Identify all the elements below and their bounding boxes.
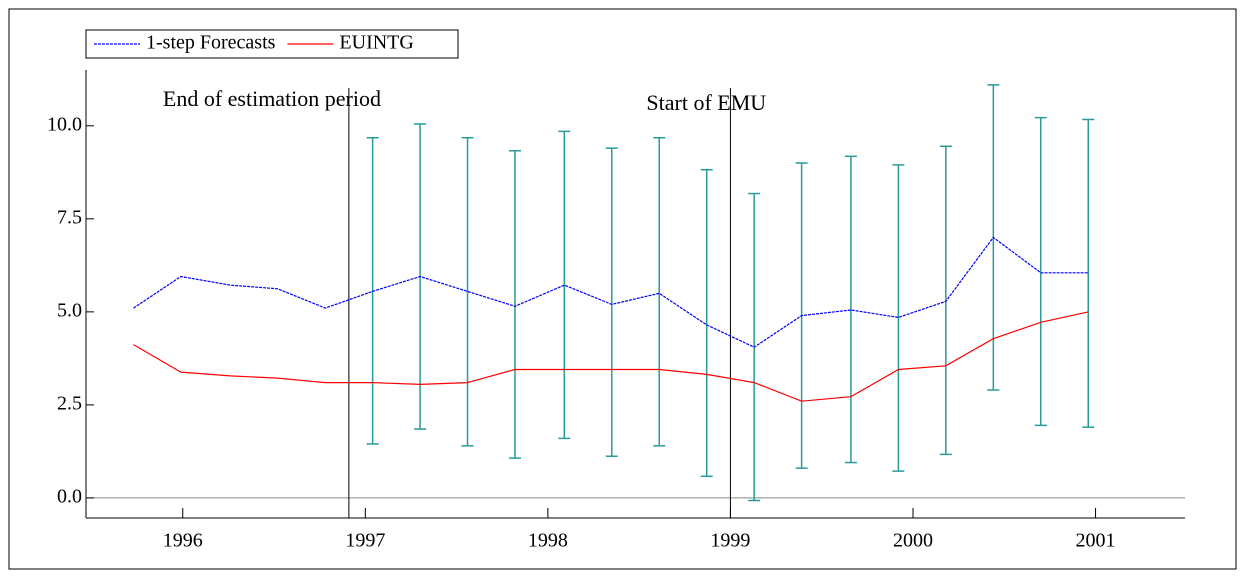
error-bar <box>558 130 571 440</box>
series-line <box>133 311 1089 402</box>
x-tick-label: 1998 <box>528 530 568 552</box>
series-line <box>133 236 1089 348</box>
error-bar <box>844 155 857 464</box>
error-bar <box>461 136 474 447</box>
error-bar <box>939 145 952 456</box>
annotation-text: End of estimation period <box>163 86 381 111</box>
y-tick-label: 0.0 <box>57 486 82 508</box>
x-tick-label: 1996 <box>163 530 203 552</box>
x-tick-label: 1997 <box>345 530 385 552</box>
y-tick-label: 2.5 <box>57 392 82 414</box>
legend-box <box>85 29 459 59</box>
legend-label: EUINTG <box>339 32 413 54</box>
error-bar <box>1082 118 1095 428</box>
error-bar <box>892 164 905 472</box>
error-bar <box>653 136 666 447</box>
x-tick-label: 2000 <box>893 530 933 552</box>
annotation-text: Start of EMU <box>646 90 766 115</box>
y-tick-label: 10.0 <box>47 113 82 135</box>
frame <box>8 8 1237 570</box>
y-tick-label: 7.5 <box>57 206 82 228</box>
error-bar <box>605 147 618 457</box>
x-tick-label: 2001 <box>1076 530 1116 552</box>
error-bar <box>700 168 713 478</box>
x-tick-label: 1999 <box>710 530 750 552</box>
error-bar <box>1034 116 1047 427</box>
legend-label: 1-step Forecasts <box>146 32 276 54</box>
error-bar <box>509 149 522 459</box>
y-tick-label: 5.0 <box>57 299 82 321</box>
